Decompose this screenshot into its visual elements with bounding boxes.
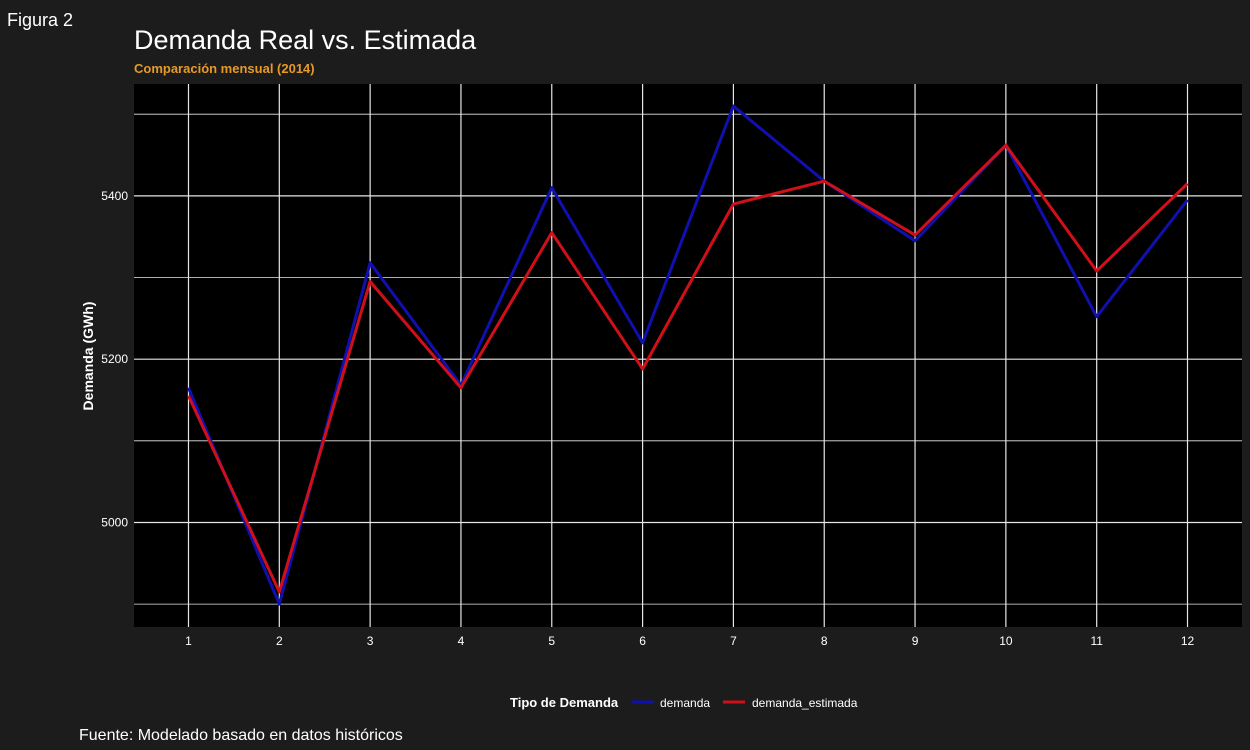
series-line-demanda [187,104,1189,606]
legend-label-demanda-estimada: demanda_estimada [752,696,858,710]
series-line-demanda-estimada [187,143,1189,594]
y-axis-ticks: 5000 5200 5400 [101,189,128,530]
x-tick-label: 9 [912,634,919,648]
x-axis-ticks: 1 2 3 4 5 6 7 8 9 10 11 12 [185,634,1194,648]
x-tick-label: 6 [639,634,646,648]
figure-label: Figura 2 [7,10,73,30]
chart-title: Demanda Real vs. Estimada [134,25,477,55]
y-tick-label: 5400 [101,189,128,203]
series-lines [187,104,1189,606]
plot-panel [134,84,1242,627]
caption: Fuente: Modelado basado en datos históri… [79,727,403,744]
x-tick-label: 3 [367,634,374,648]
legend-title: Tipo de Demanda [510,695,619,710]
x-tick-label: 12 [1181,634,1195,648]
y-tick-label: 5200 [101,352,128,366]
x-tick-label: 7 [730,634,737,648]
x-tick-label: 5 [548,634,555,648]
x-tick-label: 8 [821,634,828,648]
x-tick-label: 10 [999,634,1013,648]
legend-label-demanda: demanda [660,696,710,710]
x-tick-label: 11 [1090,634,1103,648]
x-tick-label: 2 [276,634,283,648]
y-axis-label: Demanda (GWh) [80,302,96,411]
y-tick-label: 5000 [101,515,128,529]
legend: Tipo de Demanda demanda demanda_estimada [510,695,858,710]
grid-lines [134,84,1242,627]
x-tick-label: 1 [185,634,192,648]
chart-subtitle: Comparación mensual (2014) [134,61,315,76]
x-tick-label: 4 [458,634,465,648]
